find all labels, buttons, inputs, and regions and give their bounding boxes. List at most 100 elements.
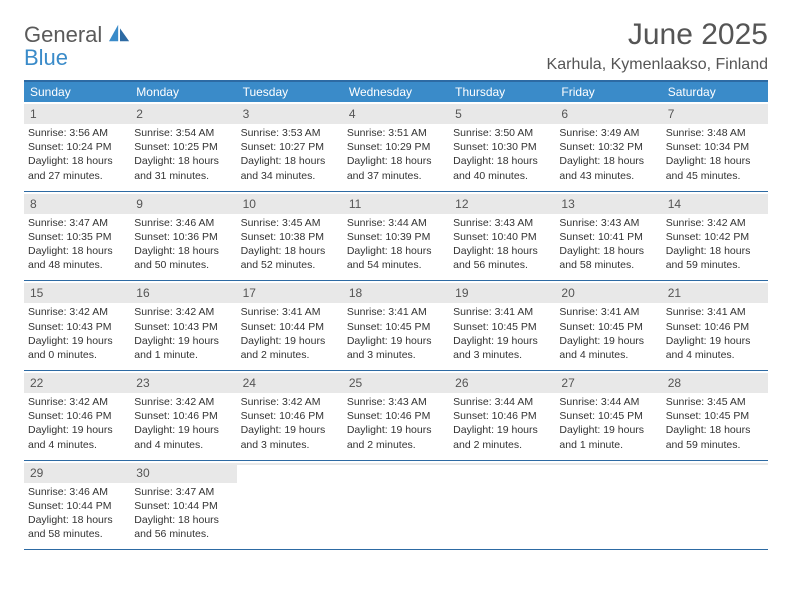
calendar-day: 26Sunrise: 3:44 AMSunset: 10:46 PMDaylig… — [449, 371, 555, 460]
sunset-text: Sunset: 10:42 PM — [666, 230, 764, 244]
sunset-text: Sunset: 10:46 PM — [347, 409, 445, 423]
sunset-text: Sunset: 10:40 PM — [453, 230, 551, 244]
daylight-text: and 58 minutes. — [559, 258, 657, 272]
day-number: 17 — [243, 286, 256, 300]
daylight-text: and 4 minutes. — [28, 438, 126, 452]
calendar-day: 13Sunrise: 3:43 AMSunset: 10:41 PMDaylig… — [555, 192, 661, 281]
sunrise-text: Sunrise: 3:43 AM — [559, 216, 657, 230]
daylight-text: Daylight: 18 hours — [559, 244, 657, 258]
day-number-bar: 14 — [662, 194, 768, 214]
day-number: 28 — [668, 376, 681, 390]
day-number: 8 — [30, 197, 37, 211]
daylight-text: and 54 minutes. — [347, 258, 445, 272]
sunrise-text: Sunrise: 3:53 AM — [241, 126, 339, 140]
sunset-text: Sunset: 10:27 PM — [241, 140, 339, 154]
day-number-bar — [555, 463, 661, 465]
calendar-day — [449, 461, 555, 550]
calendar-day: 28Sunrise: 3:45 AMSunset: 10:45 PMDaylig… — [662, 371, 768, 460]
day-number-bar: 9 — [130, 194, 236, 214]
day-number-bar: 16 — [130, 283, 236, 303]
sunset-text: Sunset: 10:39 PM — [347, 230, 445, 244]
daylight-text: Daylight: 18 hours — [28, 154, 126, 168]
daylight-text: and 0 minutes. — [28, 348, 126, 362]
calendar-day: 22Sunrise: 3:42 AMSunset: 10:46 PMDaylig… — [24, 371, 130, 460]
sunset-text: Sunset: 10:29 PM — [347, 140, 445, 154]
day-number: 9 — [136, 197, 143, 211]
sunset-text: Sunset: 10:38 PM — [241, 230, 339, 244]
day-number: 27 — [561, 376, 574, 390]
daylight-text: Daylight: 18 hours — [347, 244, 445, 258]
calendar-week: 8 Sunrise: 3:47 AMSunset: 10:35 PM Dayligh… — [24, 192, 768, 282]
day-number-bar: 11 — [343, 194, 449, 214]
day-number-bar: 4 — [343, 104, 449, 124]
daylight-text: and 2 minutes. — [453, 438, 551, 452]
weekday-monday: Monday — [130, 82, 236, 102]
daylight-text: Daylight: 18 hours — [241, 154, 339, 168]
daylight-text: Daylight: 18 hours — [134, 244, 232, 258]
weekday-thursday: Thursday — [449, 82, 555, 102]
calendar-day: 21Sunrise: 3:41 AMSunset: 10:46 PMDaylig… — [662, 281, 768, 370]
daylight-text: and 4 minutes. — [559, 348, 657, 362]
sunset-text: Sunset: 10:45 PM — [666, 409, 764, 423]
day-number-bar: 26 — [449, 373, 555, 393]
day-number-bar: 20 — [555, 283, 661, 303]
calendar-day: 2Sunrise: 3:54 AMSunset: 10:25 PMDayligh… — [130, 102, 236, 191]
sunset-text: Sunset: 10:41 PM — [559, 230, 657, 244]
sunset-text: Sunset: 10:44 PM — [28, 499, 126, 513]
day-number: 19 — [455, 286, 468, 300]
calendar-day: 12Sunrise: 3:43 AMSunset: 10:40 PMDaylig… — [449, 192, 555, 281]
day-number: 7 — [668, 107, 675, 121]
sunset-text: Sunset: 10:43 PM — [28, 320, 126, 334]
calendar-day — [555, 461, 661, 550]
sunset-text: Sunset: 10:43 PM — [134, 320, 232, 334]
weekday-header-row: Sunday Monday Tuesday Wednesday Thursday… — [24, 82, 768, 102]
day-number: 15 — [30, 286, 43, 300]
location-text: Karhula, Kymenlaakso, Finland — [547, 56, 768, 74]
day-number: 6 — [561, 107, 568, 121]
sunrise-text: Sunrise: 3:42 AM — [666, 216, 764, 230]
daylight-text: and 59 minutes. — [666, 258, 764, 272]
day-number: 10 — [243, 197, 256, 211]
calendar-day: 23Sunrise: 3:42 AMSunset: 10:46 PMDaylig… — [130, 371, 236, 460]
sunrise-text: Sunrise: 3:42 AM — [134, 395, 232, 409]
calendar-day: 20Sunrise: 3:41 AMSunset: 10:45 PMDaylig… — [555, 281, 661, 370]
sunrise-text: Sunrise: 3:43 AM — [347, 395, 445, 409]
day-number-bar: 17 — [237, 283, 343, 303]
daylight-text: and 2 minutes. — [347, 438, 445, 452]
sunrise-text: Sunrise: 3:41 AM — [453, 305, 551, 319]
sunrise-text: Sunrise: 3:47 AM — [28, 216, 126, 230]
day-number-bar: 7 — [662, 104, 768, 124]
logo-text-block: General Blue — [24, 24, 131, 70]
calendar-day: 8Sunrise: 3:47 AMSunset: 10:35 PMDayligh… — [24, 192, 130, 281]
sunrise-text: Sunrise: 3:48 AM — [666, 126, 764, 140]
day-number-bar: 18 — [343, 283, 449, 303]
daylight-text: and 40 minutes. — [453, 169, 551, 183]
daylight-text: Daylight: 19 hours — [347, 334, 445, 348]
sunset-text: Sunset: 10:45 PM — [559, 409, 657, 423]
title-block: June 2025 Karhula, Kymenlaakso, Finland — [547, 18, 768, 74]
calendar-day: 17Sunrise: 3:41 AMSunset: 10:44 PMDaylig… — [237, 281, 343, 370]
day-number: 12 — [455, 197, 468, 211]
day-number: 4 — [349, 107, 356, 121]
sunset-text: Sunset: 10:34 PM — [666, 140, 764, 154]
day-number-bar — [237, 463, 343, 465]
day-number: 18 — [349, 286, 362, 300]
daylight-text: Daylight: 18 hours — [241, 244, 339, 258]
daylight-text: Daylight: 19 hours — [134, 423, 232, 437]
sunset-text: Sunset: 10:46 PM — [666, 320, 764, 334]
sunrise-text: Sunrise: 3:47 AM — [134, 485, 232, 499]
daylight-text: Daylight: 19 hours — [134, 334, 232, 348]
sunset-text: Sunset: 10:44 PM — [241, 320, 339, 334]
sunset-text: Sunset: 10:35 PM — [28, 230, 126, 244]
day-number: 11 — [349, 197, 361, 211]
calendar-week: 29Sunrise: 3:46 AMSunset: 10:44 PMDaylig… — [24, 461, 768, 551]
calendar-day: 10Sunrise: 3:45 AMSunset: 10:38 PMDaylig… — [237, 192, 343, 281]
weekday-wednesday: Wednesday — [343, 82, 449, 102]
day-number-bar: 2 — [130, 104, 236, 124]
daylight-text: and 4 minutes. — [134, 438, 232, 452]
day-number: 14 — [668, 197, 681, 211]
daylight-text: Daylight: 18 hours — [134, 154, 232, 168]
day-number: 20 — [561, 286, 574, 300]
day-number: 30 — [136, 466, 149, 480]
daylight-text: Daylight: 19 hours — [28, 334, 126, 348]
